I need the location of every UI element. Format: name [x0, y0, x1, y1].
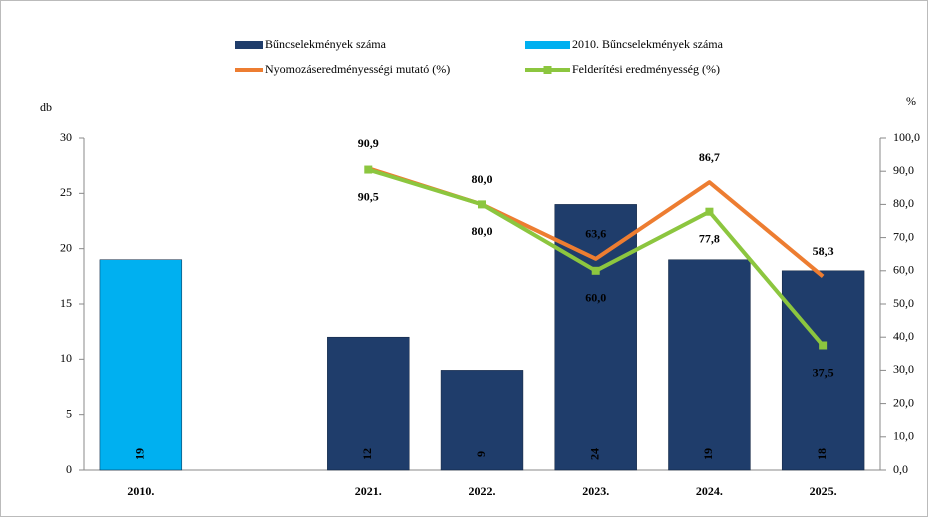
y2-tick-label: 40,0 [893, 329, 914, 343]
bar-value-label: 19 [133, 448, 147, 460]
y-tick-label: 20 [60, 240, 72, 254]
line-value-label: 37,5 [813, 365, 834, 379]
line-marker [819, 342, 827, 350]
y-tick-label: 0 [66, 462, 72, 476]
legend-label: Nyomozáseredményességi mutató (%) [265, 62, 450, 76]
bar [668, 260, 750, 470]
legend-label: Felderítési eredményesség (%) [572, 62, 720, 76]
line-value-label: 90,5 [358, 189, 379, 203]
line-value-label: 90,9 [358, 136, 379, 150]
legend-label: 2010. Bűncselekmények száma [572, 37, 724, 51]
bar [100, 260, 182, 470]
line-value-label: 80,0 [472, 172, 493, 186]
legend-label: Bűncselekmények száma [265, 37, 387, 51]
y-tick-label: 25 [60, 185, 72, 199]
y-axis-label: db [40, 100, 52, 114]
y2-tick-label: 100,0 [893, 130, 920, 144]
bar-value-label: 19 [701, 448, 715, 460]
y2-tick-label: 70,0 [893, 229, 914, 243]
line-value-label: 63,6 [585, 227, 606, 241]
x-tick-label: 2022. [469, 484, 496, 498]
y2-tick-label: 90,0 [893, 163, 914, 177]
y-tick-label: 30 [60, 130, 72, 144]
line-value-label: 58,3 [813, 244, 834, 258]
y2-tick-label: 30,0 [893, 362, 914, 376]
y2-tick-label: 60,0 [893, 263, 914, 277]
line-value-label: 60,0 [585, 291, 606, 305]
y2-tick-label: 80,0 [893, 196, 914, 210]
y-tick-label: 15 [60, 296, 72, 310]
y2-tick-label: 10,0 [893, 429, 914, 443]
y2-tick-label: 50,0 [893, 296, 914, 310]
y2-tick-label: 20,0 [893, 395, 914, 409]
bar-value-label: 12 [360, 448, 374, 460]
legend-marker [544, 66, 552, 74]
x-tick-label: 2021. [355, 484, 382, 498]
bar-value-label: 24 [587, 448, 601, 460]
chart: db % 0 5 10 15 20 25 30 0,0 10,0 20,0 30,0 40,0 50,0… [0, 0, 928, 517]
x-tick-label: 2025. [810, 484, 837, 498]
line-marker [478, 200, 486, 208]
y2-tick-label: 0,0 [893, 462, 908, 476]
line-marker [364, 166, 372, 174]
page: db % 0 5 10 15 20 25 30 0,0 10,0 20,0 30,0 40,0 50,0… [0, 0, 928, 517]
line-marker [592, 267, 600, 275]
y-tick-label: 5 [66, 406, 72, 420]
x-tick-label: 2010. [127, 484, 154, 498]
x-tick-label: 2024. [696, 484, 723, 498]
line-value-label: 80,0 [472, 224, 493, 238]
x-tick-label: 2023. [582, 484, 609, 498]
line-value-label: 86,7 [699, 150, 720, 164]
line-value-label: 77,8 [699, 231, 720, 245]
bar-value-label: 18 [815, 448, 829, 460]
bar-value-label: 9 [474, 451, 488, 457]
legend-swatch [235, 41, 263, 49]
line-marker [705, 208, 713, 216]
y-tick-label: 10 [60, 351, 72, 365]
y2-axis-label: % [906, 94, 916, 108]
legend-swatch [525, 41, 570, 49]
